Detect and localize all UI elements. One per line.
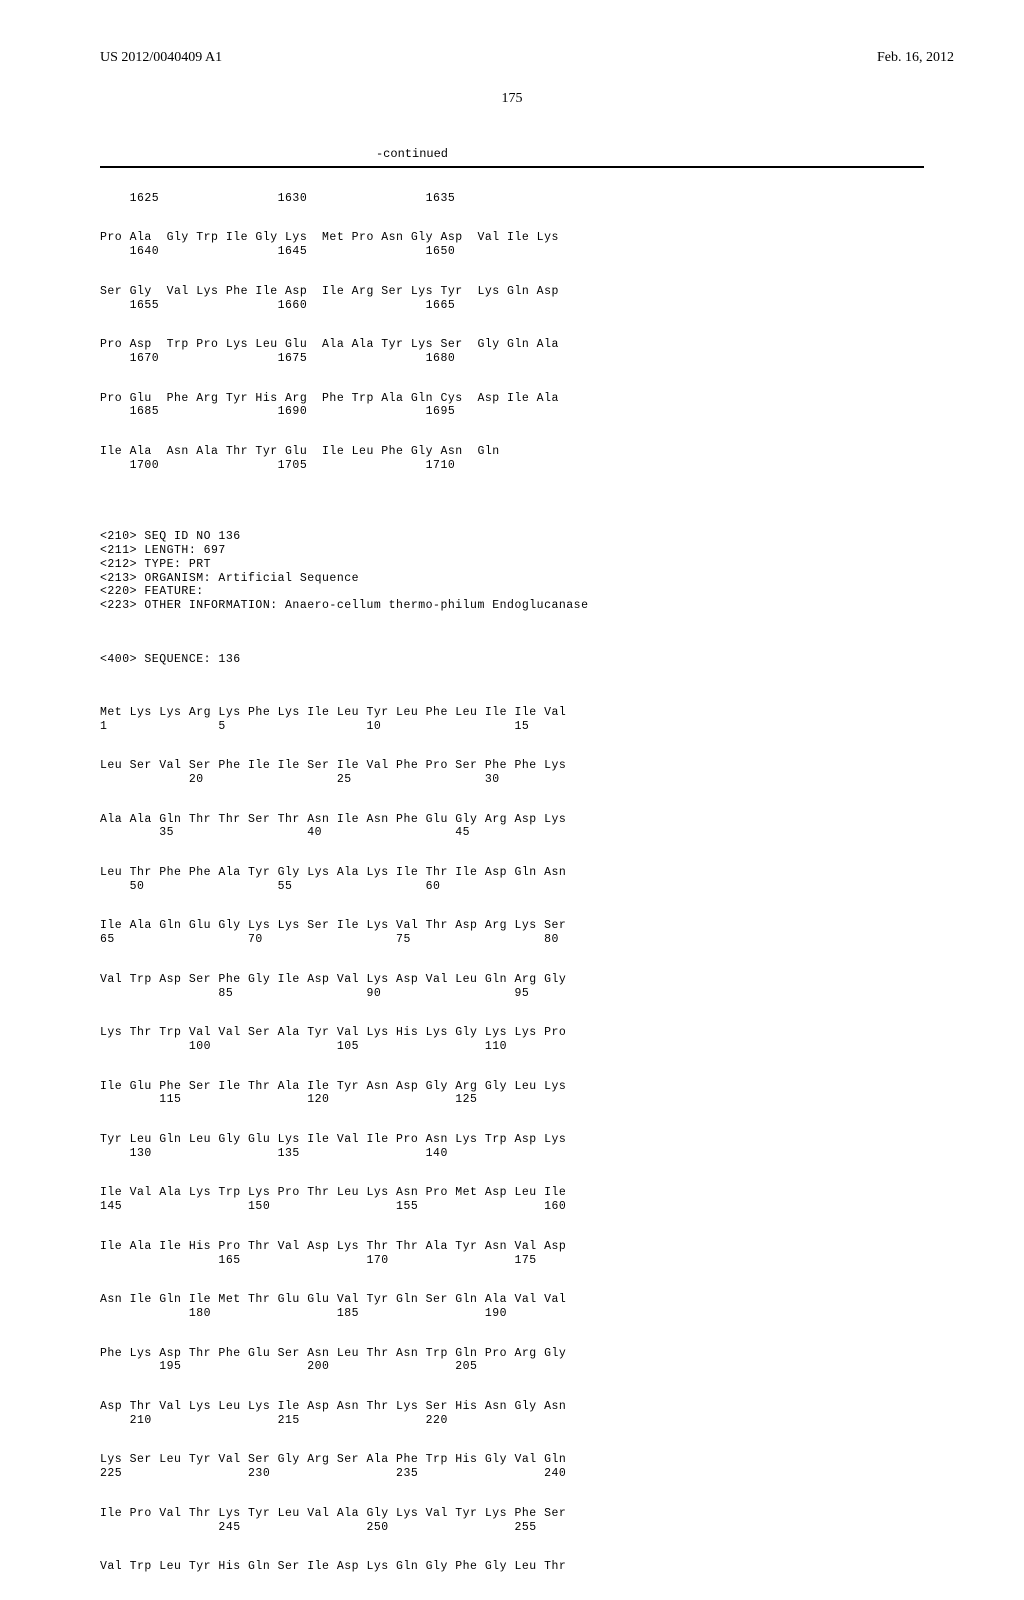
seq-row: Lys Ser Leu Tyr Val Ser Gly Arg Ser Ala … <box>100 1453 1024 1481</box>
seq-row: Ile Ala Ile His Pro Thr Val Asp Lys Thr … <box>100 1240 1024 1268</box>
seq-row: Val Trp Asp Ser Phe Gly Ile Asp Val Lys … <box>100 973 1024 1001</box>
seq-row: Phe Lys Asp Thr Phe Glu Ser Asn Leu Thr … <box>100 1347 1024 1375</box>
page-header: US 2012/0040409 A1 Feb. 16, 2012 <box>0 0 1024 66</box>
seq-row: Pro Glu Phe Arg Tyr His Arg Phe Trp Ala … <box>100 392 1024 420</box>
publication-date: Feb. 16, 2012 <box>877 50 954 66</box>
seq-row: Ile Glu Phe Ser Ile Thr Ala Ile Tyr Asn … <box>100 1080 1024 1108</box>
seq-row: Leu Ser Val Ser Phe Ile Ile Ser Ile Val … <box>100 759 1024 787</box>
seq-row: Ile Val Ala Lys Trp Lys Pro Thr Leu Lys … <box>100 1186 1024 1214</box>
sequence-label: <400> SEQUENCE: 136 <box>100 653 1024 667</box>
seq-row: Leu Thr Phe Phe Ala Tyr Gly Lys Ala Lys … <box>100 866 1024 894</box>
seq-row: Ile Pro Val Thr Lys Tyr Leu Val Ala Gly … <box>100 1507 1024 1535</box>
seq-row: Ala Ala Gln Thr Thr Ser Thr Asn Ile Asn … <box>100 813 1024 841</box>
seq-row: Lys Thr Trp Val Val Ser Ala Tyr Val Lys … <box>100 1026 1024 1054</box>
seq-row: Ser Gly Val Lys Phe Ile Asp Ile Arg Ser … <box>100 285 1024 313</box>
seq-row: Pro Ala Gly Trp Ile Gly Lys Met Pro Asn … <box>100 231 1024 259</box>
seq-row: 1625 1630 1635 <box>100 192 1024 206</box>
publication-number: US 2012/0040409 A1 <box>100 50 222 66</box>
sequence-container: 1625 1630 1635 Pro Ala Gly Trp Ile Gly L… <box>0 168 1024 1600</box>
seq-row: Met Lys Lys Arg Lys Phe Lys Ile Leu Tyr … <box>100 706 1024 734</box>
seq-row: Ile Ala Asn Ala Thr Tyr Glu Ile Leu Phe … <box>100 445 1024 473</box>
seq-row: Asp Thr Val Lys Leu Lys Ile Asp Asn Thr … <box>100 1400 1024 1428</box>
continued-label: -continued <box>0 147 1024 161</box>
page-number: 175 <box>0 91 1024 107</box>
seq-row: Ile Ala Gln Glu Gly Lys Lys Ser Ile Lys … <box>100 919 1024 947</box>
seq-row: Asn Ile Gln Ile Met Thr Glu Glu Val Tyr … <box>100 1293 1024 1321</box>
sequence-metadata: <210> SEQ ID NO 136 <211> LENGTH: 697 <2… <box>100 530 1024 613</box>
seq-row: Val Trp Leu Tyr His Gln Ser Ile Asp Lys … <box>100 1560 1024 1574</box>
seq-row: Pro Asp Trp Pro Lys Leu Glu Ala Ala Tyr … <box>100 338 1024 366</box>
seq-row: Tyr Leu Gln Leu Gly Glu Lys Ile Val Ile … <box>100 1133 1024 1161</box>
